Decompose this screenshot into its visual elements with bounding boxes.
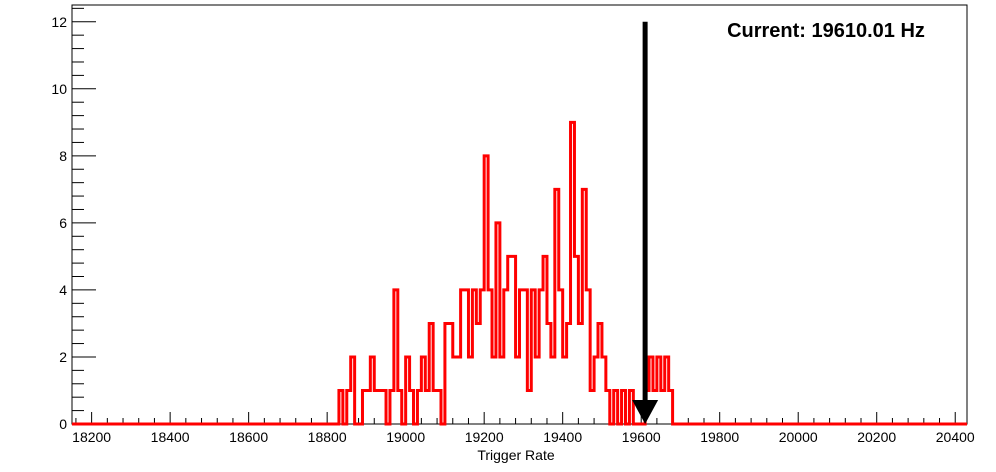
current-rate-annotation: Current: 19610.01 Hz: [727, 20, 925, 42]
y-axis-tick-labels: 0 2 4 6 8 10 12: [51, 14, 67, 432]
y-tick-label: 2: [59, 349, 67, 365]
y-tick-label: 8: [59, 148, 67, 164]
x-tick-label: 19800: [700, 429, 739, 445]
y-tick-label: 10: [51, 81, 67, 97]
x-tick-label: 19400: [543, 429, 582, 445]
marker-arrow-head: [632, 400, 659, 424]
x-axis-tick-labels: 18200 18400 18600 18800 19000 19200 19400 19600…: [72, 429, 975, 445]
x-tick-label: 18800: [308, 429, 347, 445]
x-tick-label: 20200: [857, 429, 896, 445]
x-tick-label: 19200: [465, 429, 504, 445]
y-tick-label: 6: [59, 215, 67, 231]
axis-ticks: [72, 7, 956, 425]
x-tick-label: 18600: [229, 429, 268, 445]
y-tick-label: 0: [59, 416, 67, 432]
x-axis-title: Trigger Rate: [477, 447, 555, 463]
histogram-series: [72, 120, 967, 426]
x-tick-label: 18200: [72, 429, 111, 445]
y-tick-label: 4: [59, 282, 67, 298]
x-tick-label: 19600: [622, 429, 661, 445]
plot-frame: [71, 4, 968, 425]
x-tick-label: 19000: [386, 429, 425, 445]
x-tick-label: 20400: [936, 429, 975, 445]
current-rate-marker: [632, 21, 659, 424]
x-tick-label: 20000: [779, 429, 818, 445]
y-tick-label: 12: [51, 14, 67, 30]
x-tick-label: 18400: [151, 429, 190, 445]
